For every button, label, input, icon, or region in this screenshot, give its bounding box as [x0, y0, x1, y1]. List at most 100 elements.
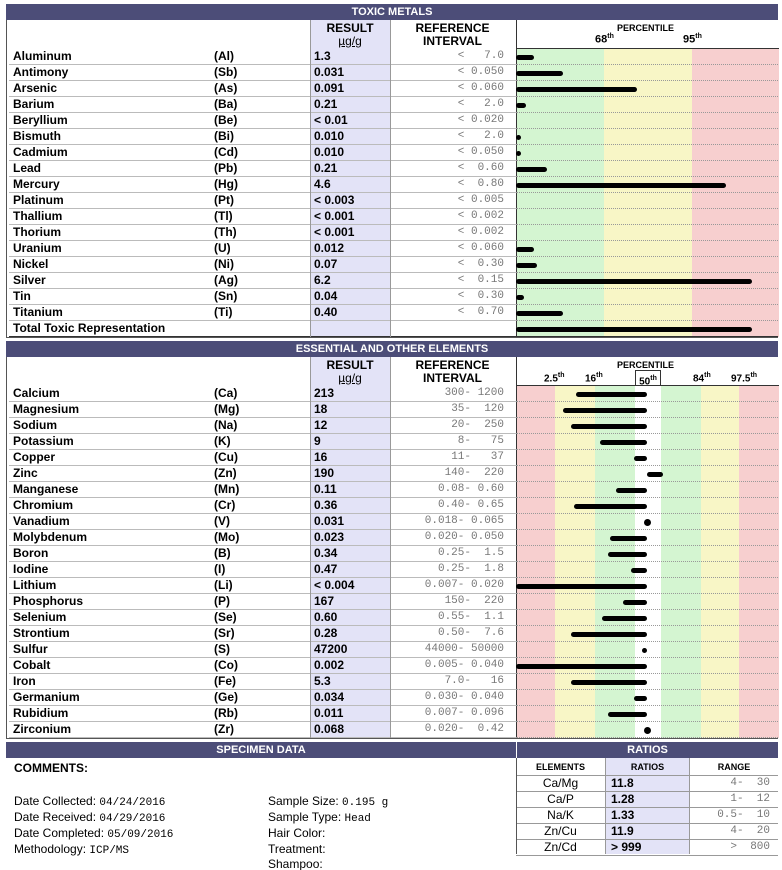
toxic-bar-line: [516, 113, 778, 129]
essential-level-dot: [644, 519, 651, 526]
date-completed-value: 05/09/2016: [107, 829, 174, 841]
element-reference: 0.020- 0.42: [424, 723, 504, 735]
element-result: 0.091: [314, 81, 345, 95]
essential-row-germanium: Germanium (Ge) 0.034 0.030- 0.040: [9, 690, 516, 706]
element-symbol: (Sb): [214, 65, 238, 79]
element-result: 0.031: [314, 514, 345, 528]
essential-bar-line: [516, 562, 778, 578]
essential-level-bar: [608, 552, 647, 557]
essential-row-manganese: Manganese (Mn) 0.11 0.08- 0.60: [9, 482, 516, 498]
element-name: Germanium: [13, 690, 80, 704]
essential-bar-line: [516, 642, 778, 658]
element-name: Potassium: [13, 434, 74, 448]
element-symbol: (Ge): [214, 690, 238, 704]
element-result: 1.3: [314, 49, 331, 63]
methodology-label: Methodology:: [14, 842, 87, 856]
essential-bar-line: [516, 706, 778, 722]
toxic-bar-line: [516, 145, 778, 161]
p95-label: 95th: [683, 33, 702, 46]
toxic-row-antimony: Antimony (Sb) 0.031 < 0.050: [9, 65, 516, 81]
element-result: 0.031: [314, 65, 345, 79]
element-name: Zinc: [13, 466, 38, 480]
element-result: 0.04: [314, 289, 338, 303]
essential-row-magnesium: Magnesium (Mg) 18 35- 120: [9, 402, 516, 418]
toxic-row-thallium: Thallium (Tl) < 0.001 < 0.002: [9, 209, 516, 225]
element-symbol: (Al): [214, 49, 234, 63]
essential-level-bar: [516, 584, 647, 589]
essential-bar-line: [516, 402, 778, 418]
essential-row-iodine: Iodine (I) 0.47 0.25- 1.8: [9, 562, 516, 578]
essential-row-phosphorus: Phosphorus (P) 167 150- 220: [9, 594, 516, 610]
toxic-bar-line: [516, 81, 778, 97]
ratio-value: 11.9: [611, 824, 634, 838]
element-reference: 0.08- 0.60: [437, 483, 504, 495]
element-symbol: (Ca): [214, 386, 238, 400]
essential-row-selenium: Selenium (Se) 0.60 0.55- 1.1: [9, 610, 516, 626]
essential-level-bar: [600, 440, 647, 445]
toxic-bar-line: [516, 97, 778, 113]
element-symbol: (Fe): [214, 674, 236, 688]
essential-level-dot: [644, 727, 651, 734]
percentile-label: PERCENTILE: [617, 360, 675, 370]
essential-level-bar: [576, 392, 647, 397]
toxic-result-column-bg: [310, 20, 390, 337]
element-symbol: (Na): [214, 418, 238, 432]
element-symbol: (Tl): [214, 209, 233, 223]
essential-percentile-chart: PERCENTILE 2.5th 16th 50th 84th 97.5th: [516, 357, 779, 738]
toxic-level-bar: [516, 135, 521, 140]
element-symbol: (Se): [214, 610, 237, 624]
essential-bar-line: [516, 690, 778, 706]
p50-label: 50th: [635, 370, 661, 387]
element-result: 9: [314, 434, 321, 448]
date-collected-label: Date Collected:: [14, 794, 97, 808]
toxic-level-bar: [516, 247, 534, 252]
element-reference: 0.25- 1.8: [437, 563, 504, 575]
element-reference: 0.25- 1.5: [437, 547, 504, 559]
comments-label: COMMENTS:: [14, 761, 88, 775]
essential-bar-line: [516, 722, 778, 738]
essential-level-bar: [571, 680, 647, 685]
essential-row-boron: Boron (B) 0.34 0.25- 1.5: [9, 546, 516, 562]
essential-level-bar: [574, 504, 647, 509]
element-name: Zirconium: [13, 722, 72, 736]
date-received-value: 04/29/2016: [99, 813, 166, 825]
toxic-percentile-legend: PERCENTILE 68th 95th: [517, 20, 779, 49]
element-name: Iron: [13, 674, 36, 688]
element-symbol: (Ti): [214, 305, 233, 319]
element-name: Manganese: [13, 482, 79, 496]
essential-bar-line: [516, 466, 778, 482]
result-unit: µg/g: [338, 34, 362, 48]
zone-green-low: [595, 357, 635, 738]
element-symbol: (Cd): [214, 145, 238, 159]
ratio-elements: Zn/Cu: [544, 824, 577, 838]
element-reference: 300- 1200: [444, 387, 504, 399]
essential-row-zirconium: Zirconium (Zr) 0.068 0.020- 0.42: [9, 722, 516, 738]
element-result: < 0.003: [314, 193, 355, 207]
element-name: Lead: [13, 161, 42, 175]
toxic-bar-line: [516, 273, 778, 289]
element-name: Vanadium: [13, 514, 70, 528]
essential-bar-line: [516, 610, 778, 626]
essential-level-bar: [516, 664, 647, 669]
element-name: Titanium: [13, 305, 63, 319]
zone-yellow-low: [555, 357, 595, 738]
element-symbol: (Zr): [214, 722, 234, 736]
essential-level-bar: [634, 696, 647, 701]
element-result: 0.60: [314, 610, 338, 624]
element-symbol: (K): [214, 434, 231, 448]
element-name: Copper: [13, 450, 55, 464]
essential-row-copper: Copper (Cu) 16 11- 37: [9, 450, 516, 466]
element-reference: < 0.060: [457, 242, 504, 254]
toxic-bar-line: [516, 65, 778, 81]
element-name: Silver: [13, 273, 46, 287]
element-reference: 0.50- 7.6: [437, 627, 504, 639]
element-name: Calcium: [13, 386, 60, 400]
toxic-level-bar: [516, 151, 521, 156]
toxic-row-mercury: Mercury (Hg) 4.6 < 0.80: [9, 177, 516, 193]
essential-bar-line: [516, 658, 778, 674]
toxic-bar-line: [516, 177, 778, 193]
toxic-percentile-chart: PERCENTILE 68th 95th: [516, 20, 779, 337]
element-name: Lithium: [13, 578, 57, 592]
toxic-row-tin: Tin (Sn) 0.04 < 0.30: [9, 289, 516, 305]
essential-bar-line: [516, 546, 778, 562]
